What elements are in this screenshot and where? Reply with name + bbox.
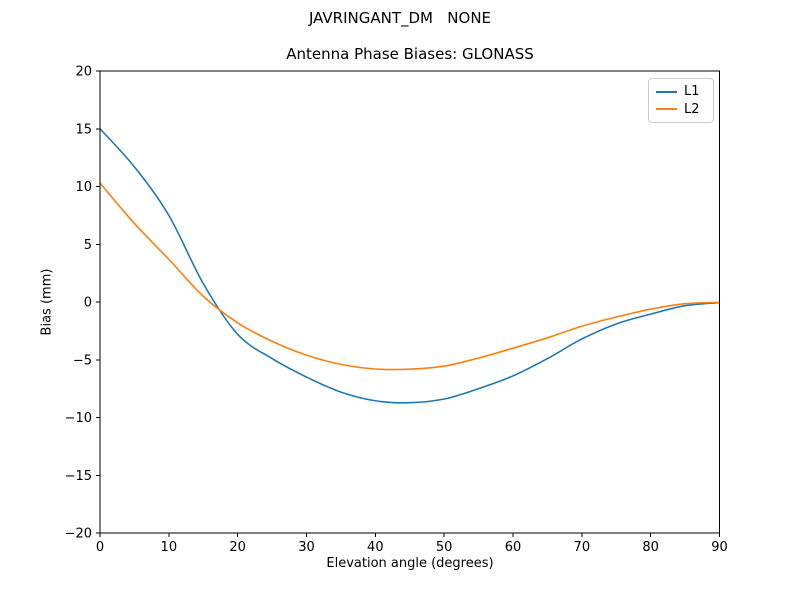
x-tick-label: 20 [229, 540, 246, 555]
legend-label-l1: L1 [684, 84, 700, 100]
l1-line-swatch [656, 90, 677, 93]
x-tick-label: 10 [161, 540, 178, 555]
y-tick-label: −10 [65, 411, 92, 426]
x-tick-label: 90 [711, 540, 728, 555]
x-tick-label: 50 [436, 540, 453, 555]
legend: L1 L2 [648, 78, 714, 123]
y-tick-label: 10 [75, 180, 92, 195]
legend-item-l2: L2 [656, 103, 706, 116]
x-tick-label: 80 [642, 540, 659, 555]
legend-item-l1: L1 [656, 85, 706, 98]
x-tick-label: 70 [574, 540, 591, 555]
y-tick-label: 0 [84, 296, 92, 311]
x-tick-label: 0 [96, 540, 104, 555]
x-tick-label: 40 [367, 540, 384, 555]
y-tick-label: −5 [73, 353, 92, 368]
legend-label-l2: L2 [684, 101, 700, 117]
axes-spines [99, 70, 720, 534]
y-tick-label: 15 [75, 122, 92, 137]
series-line-l1 [99, 128, 720, 404]
x-tick-label: 30 [298, 540, 315, 555]
y-axis-label: Bias (mm) [39, 268, 55, 336]
y-tick-label: −20 [65, 527, 92, 542]
y-tick-label: 20 [75, 65, 92, 80]
y-tick-label: −15 [65, 469, 92, 484]
x-tick-label: 60 [505, 540, 522, 555]
y-tick-label: 5 [84, 238, 92, 253]
series-line-l2 [99, 182, 720, 371]
axes-title: Antenna Phase Biases: GLONASS [286, 45, 534, 63]
l2-line-swatch [656, 108, 677, 111]
figure-suptitle: JAVRINGANT_DM NONE [308, 9, 492, 27]
x-axis-label: Elevation angle (degrees) [326, 556, 494, 571]
